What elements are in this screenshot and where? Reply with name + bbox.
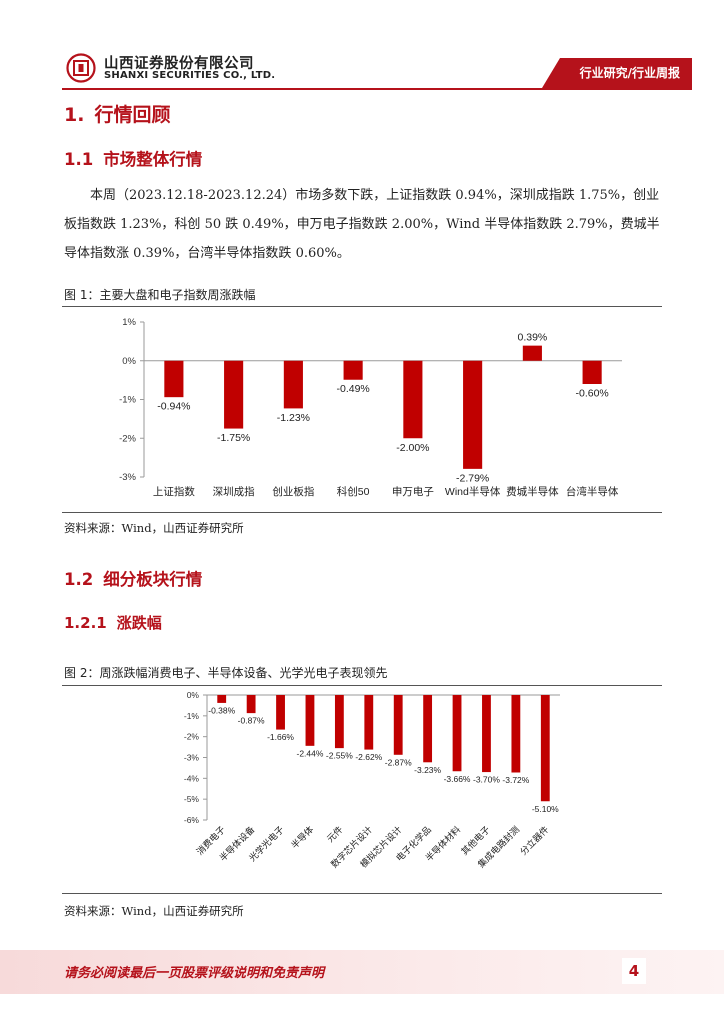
data-label: -0.94% [157, 401, 190, 413]
data-label: -1.75% [217, 432, 250, 444]
data-bar [423, 695, 433, 763]
data-bar [582, 360, 602, 384]
report-type-tag: 行业研究/行业周报 [542, 58, 692, 88]
data-bar [393, 695, 403, 755]
section-heading-1-1: 1.1 市场整体行情 [64, 146, 202, 170]
data-label: 0.39% [517, 332, 547, 344]
data-label: -1.23% [277, 412, 310, 424]
data-bar [343, 360, 363, 380]
y-tick-label: -5% [184, 794, 200, 804]
figure-2-source: 资料来源：Wind，山西证券研究所 [64, 904, 244, 918]
data-bar [305, 695, 315, 746]
data-label: -2.00% [396, 442, 429, 454]
data-bar [364, 695, 374, 750]
company-name-en: SHANXI SECURITIES CO., LTD. [104, 70, 276, 81]
figure-1-caption: 图 1：主要大盘和电子指数周涨跌幅 [64, 288, 256, 302]
data-bar [164, 360, 184, 398]
data-bar [463, 360, 483, 469]
y-tick-label: -1% [119, 395, 136, 406]
figure-1-bar-chart: 1% 0% -1% -2% -3% -0.94% 上证指数 -1.75% 深圳成指 -1.23% 创… [119, 317, 622, 498]
data-label: -5.10% [532, 804, 559, 814]
y-tick-label: -4% [184, 773, 200, 783]
category-label: 费城半导体 [506, 485, 559, 498]
footer-bar [0, 950, 724, 994]
data-label: -2.62% [355, 752, 382, 762]
footer-disclaimer: 请务必阅读最后一页股票评级说明和免责声明 [64, 966, 325, 981]
section-number: 1.1 [64, 150, 94, 169]
data-label: -3.66% [444, 774, 471, 784]
company-name-cn: 山西证券股份有限公司 [104, 56, 254, 72]
data-label: -0.60% [575, 388, 608, 400]
data-label: -0.38% [208, 705, 235, 715]
data-bar [403, 360, 423, 439]
data-label: -0.49% [336, 383, 369, 395]
data-bar [246, 695, 256, 714]
data-bar [452, 695, 462, 772]
header-divider [62, 88, 692, 90]
category-label: 深圳成指 [213, 485, 255, 498]
section-number: 1. [64, 104, 85, 126]
section-title: 行情回顾 [94, 104, 171, 126]
data-bar [522, 345, 542, 361]
category-label: 分立器件 [517, 824, 550, 857]
category-label: 半导体 [288, 824, 315, 851]
figure-2-bar-chart: 0%-1%-2%-3%-4%-5%-6%-0.38%消费电子-0.87%半导体设… [184, 690, 560, 870]
section-number: 1.2 [64, 570, 94, 589]
category-label: 台湾半导体 [566, 485, 619, 498]
data-label: -1.66% [267, 732, 294, 742]
company-logo-icon [66, 53, 96, 83]
figure-2-bottom-rule [62, 893, 662, 894]
market-summary-paragraph: 本周（2023.12.18-2023.12.24）市场多数下跌，上证指数跌 0.… [64, 188, 660, 261]
category-label: 科创50 [337, 485, 370, 498]
data-label: -2.79% [456, 472, 489, 484]
data-bar [283, 360, 303, 409]
y-tick-label: 0% [122, 356, 136, 367]
figure-2-caption: 图 2：周涨跌幅消费电子、半导体设备、光学光电子表现领先 [64, 666, 388, 680]
data-bar [511, 695, 521, 773]
figure-2-top-rule [62, 685, 662, 686]
data-label: -2.87% [385, 757, 412, 767]
data-bar [482, 695, 491, 773]
data-label: -3.72% [502, 775, 529, 785]
section-number: 1.2.1 [64, 614, 107, 632]
data-label: -0.87% [238, 716, 265, 726]
data-label: -3.23% [414, 765, 441, 775]
figure-1-top-rule [62, 306, 662, 307]
category-label: 创业板指 [272, 485, 314, 498]
figure-1-bottom-rule [62, 512, 662, 513]
section-heading-1: 1. 行情回顾 [64, 100, 170, 127]
y-tick-label: -3% [119, 472, 136, 483]
data-bar [540, 695, 550, 802]
data-bar [334, 695, 344, 749]
data-bar [276, 695, 285, 730]
page-number: 4 [622, 958, 646, 984]
category-label: 元件 [324, 824, 345, 845]
y-tick-label: 1% [122, 317, 136, 328]
data-bar [217, 695, 227, 703]
data-label: -2.44% [296, 748, 323, 758]
y-tick-label: -2% [184, 732, 200, 742]
figure-1-source: 资料来源：Wind，山西证券研究所 [64, 521, 244, 535]
y-tick-label: 0% [187, 690, 200, 700]
section-heading-1-2: 1.2 细分板块行情 [64, 566, 202, 590]
y-tick-label: -1% [184, 711, 200, 721]
y-tick-label: -6% [184, 815, 200, 825]
data-bar [224, 360, 244, 429]
section-title: 涨跌幅 [116, 614, 162, 632]
y-tick-label: -3% [184, 753, 200, 763]
data-label: -2.55% [326, 751, 353, 761]
section-title: 市场整体行情 [103, 150, 203, 169]
y-tick-label: -2% [119, 433, 136, 444]
category-label: 申万电子 [392, 485, 434, 498]
data-label: -3.70% [473, 775, 500, 785]
section-title: 细分板块行情 [103, 570, 203, 589]
section-heading-1-2-1: 1.2.1 涨跌幅 [64, 612, 162, 633]
category-label: 上证指数 [153, 485, 195, 498]
category-label: Wind半导体 [445, 485, 501, 498]
